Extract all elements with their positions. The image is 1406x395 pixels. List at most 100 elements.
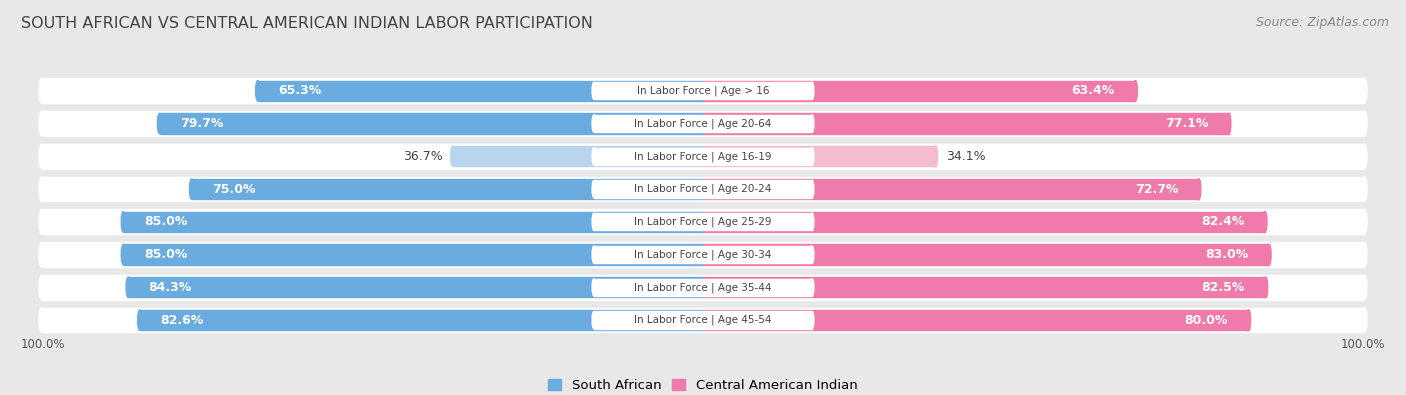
Circle shape [157, 113, 162, 134]
Bar [593, 148, 813, 165]
Text: Source: ZipAtlas.com: Source: ZipAtlas.com [1256, 16, 1389, 29]
Bar [42, 209, 1364, 234]
Bar [703, 146, 935, 166]
Bar [593, 278, 813, 296]
Bar [703, 113, 1229, 134]
Text: 65.3%: 65.3% [278, 84, 322, 97]
Text: SOUTH AFRICAN VS CENTRAL AMERICAN INDIAN LABOR PARTICIPATION: SOUTH AFRICAN VS CENTRAL AMERICAN INDIAN… [21, 16, 593, 31]
Circle shape [1246, 310, 1251, 330]
Bar [593, 82, 813, 100]
Bar [703, 212, 1265, 232]
Bar [1197, 179, 1199, 199]
Text: 77.1%: 77.1% [1164, 117, 1208, 130]
Bar [703, 310, 1249, 330]
Circle shape [810, 311, 814, 329]
Text: 72.7%: 72.7% [1135, 182, 1178, 196]
Circle shape [256, 81, 260, 101]
Bar [593, 246, 813, 263]
Circle shape [39, 275, 44, 299]
Circle shape [1362, 308, 1367, 332]
Circle shape [592, 82, 596, 100]
Circle shape [451, 146, 456, 166]
Circle shape [810, 148, 814, 165]
Circle shape [121, 245, 125, 265]
Text: 83.0%: 83.0% [1205, 248, 1249, 261]
Circle shape [121, 212, 125, 232]
Bar [42, 242, 1364, 267]
Text: In Labor Force | Age 35-44: In Labor Force | Age 35-44 [634, 282, 772, 293]
Bar [703, 81, 1135, 101]
Circle shape [39, 177, 44, 201]
Bar [1226, 113, 1229, 134]
Text: 36.7%: 36.7% [402, 150, 443, 163]
Text: 63.4%: 63.4% [1071, 84, 1115, 97]
Text: 34.1%: 34.1% [946, 150, 986, 163]
Circle shape [810, 213, 814, 230]
Text: 84.3%: 84.3% [149, 281, 191, 294]
Bar [1263, 212, 1265, 232]
Bar [1267, 245, 1270, 265]
Text: 82.4%: 82.4% [1201, 215, 1244, 228]
Circle shape [1362, 242, 1367, 267]
Bar [42, 308, 1364, 332]
Text: 100.0%: 100.0% [1340, 338, 1385, 351]
Circle shape [592, 148, 596, 165]
Circle shape [1197, 179, 1201, 199]
Text: In Labor Force | Age 45-54: In Labor Force | Age 45-54 [634, 315, 772, 325]
Text: 100.0%: 100.0% [21, 338, 66, 351]
Circle shape [39, 144, 44, 169]
Bar [1246, 310, 1249, 330]
Circle shape [592, 115, 596, 132]
Bar [42, 111, 1364, 136]
Bar [124, 212, 703, 232]
Circle shape [1362, 144, 1367, 169]
Bar [593, 213, 813, 230]
Bar [593, 311, 813, 329]
Circle shape [190, 179, 194, 199]
Circle shape [1267, 245, 1271, 265]
Bar [703, 245, 1270, 265]
Bar [139, 310, 703, 330]
Bar [159, 113, 703, 134]
Circle shape [810, 181, 814, 198]
Bar [128, 277, 703, 297]
Text: 85.0%: 85.0% [143, 215, 187, 228]
Circle shape [1362, 79, 1367, 103]
Bar [124, 245, 703, 265]
Text: 80.0%: 80.0% [1185, 314, 1227, 327]
Bar [42, 177, 1364, 201]
Circle shape [592, 181, 596, 198]
Bar [42, 79, 1364, 103]
Circle shape [39, 79, 44, 103]
Circle shape [39, 242, 44, 267]
Circle shape [592, 278, 596, 296]
Circle shape [1226, 113, 1230, 134]
Bar [593, 115, 813, 132]
Bar [1264, 277, 1265, 297]
Text: In Labor Force | Age 20-24: In Labor Force | Age 20-24 [634, 184, 772, 194]
Circle shape [138, 310, 142, 330]
Circle shape [127, 277, 131, 297]
Text: In Labor Force | Age 25-29: In Labor Force | Age 25-29 [634, 216, 772, 227]
Bar [42, 275, 1364, 299]
Circle shape [1362, 177, 1367, 201]
Circle shape [810, 278, 814, 296]
Bar [257, 81, 703, 101]
Circle shape [810, 246, 814, 263]
Bar [703, 179, 1199, 199]
Circle shape [1264, 277, 1268, 297]
Bar [934, 146, 935, 166]
Circle shape [592, 246, 596, 263]
Bar [42, 144, 1364, 169]
Text: In Labor Force | Age 20-64: In Labor Force | Age 20-64 [634, 118, 772, 129]
Bar [703, 277, 1265, 297]
Circle shape [39, 308, 44, 332]
Circle shape [1133, 81, 1137, 101]
Text: 79.7%: 79.7% [180, 117, 224, 130]
Circle shape [810, 115, 814, 132]
Legend: South African, Central American Indian: South African, Central American Indian [548, 379, 858, 392]
Text: In Labor Force | Age 30-34: In Labor Force | Age 30-34 [634, 249, 772, 260]
Bar [191, 179, 703, 199]
Circle shape [934, 146, 938, 166]
Circle shape [810, 82, 814, 100]
